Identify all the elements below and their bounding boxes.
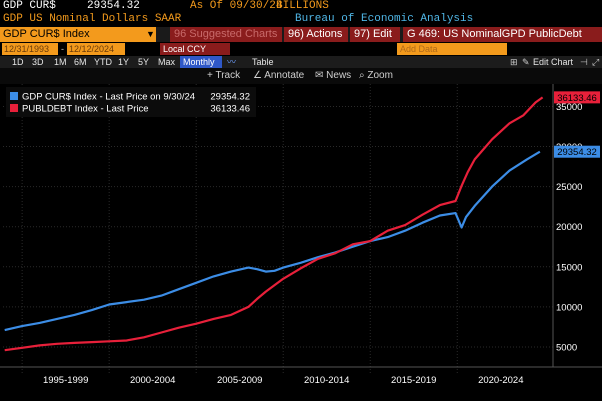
- frequency-select[interactable]: Monthly ▾: [180, 56, 222, 79]
- range-ytd[interactable]: YTD: [94, 57, 112, 67]
- actions-menu[interactable]: 96) Actions: [284, 27, 348, 42]
- y-tick-label: 10000: [556, 302, 582, 313]
- line-chart-icon[interactable]: 〰: [227, 57, 237, 67]
- last-price-box: [554, 91, 600, 104]
- news-icon: ✉: [315, 70, 324, 81]
- ticker-dropdown-icon[interactable]: ▼: [146, 27, 156, 42]
- range-max[interactable]: Max: [158, 57, 176, 67]
- annotate-label: Annotate: [264, 70, 305, 81]
- y-tick-label: 5000: [556, 342, 577, 353]
- range-3d[interactable]: 3D: [32, 57, 44, 67]
- ticker-input[interactable]: GDP CUR$ Index: [0, 27, 146, 42]
- chart-background: [0, 84, 602, 401]
- security-header: GDP CUR$ 29354.32 As Of 09/30/24 BILLION…: [0, 0, 602, 13]
- y-tick-label: 35000: [556, 102, 582, 113]
- last-value: 29354.32: [87, 0, 140, 12]
- annotation-toolbar: [0, 68, 602, 84]
- series-group: [4, 96, 544, 352]
- track-label: Track: [215, 70, 241, 81]
- legend-value-debt: 36133.46: [210, 104, 250, 115]
- x-tick-label: 1995-1999: [43, 375, 88, 386]
- last-price-label: 36133.46: [557, 93, 597, 104]
- series-line-debt: [4, 96, 544, 352]
- series-description: GDP US Nominal Dollars SAAR: [3, 13, 182, 25]
- edit-menu[interactable]: 97) Edit: [350, 27, 400, 42]
- range-row: [0, 56, 602, 68]
- annotate-icon: ∠: [253, 70, 262, 81]
- zoom-label: Zoom: [367, 70, 393, 81]
- chart-settings-icon[interactable]: ⊞: [510, 57, 518, 67]
- line-chart[interactable]: 5000100001500020000250003000035000 1995-…: [0, 84, 602, 401]
- description-header: GDP US Nominal Dollars SAAR Bureau of Ec…: [0, 13, 602, 26]
- source-label: Bureau of Economic Analysis: [295, 13, 474, 25]
- track-icon: +: [207, 70, 213, 81]
- legend: GDP CUR$ Index - Last Price on 9/30/24 2…: [6, 87, 256, 117]
- edit-chart-button[interactable]: Edit Chart: [533, 57, 574, 67]
- frequency-label: Monthly: [183, 57, 215, 67]
- pin-icon[interactable]: ⊣: [580, 57, 588, 67]
- as-of-date: As Of 09/30/24: [190, 0, 283, 12]
- fullscreen-icon[interactable]: ⤢: [592, 57, 600, 67]
- zoom-button[interactable]: ⌕ Zoom: [359, 69, 393, 82]
- y-tick-label: 25000: [556, 182, 582, 193]
- range-1d[interactable]: 1D: [12, 57, 24, 67]
- y-tick-label: 15000: [556, 262, 582, 273]
- chart-id-label: G 469: US NominalGPD PublicDebt: [403, 27, 602, 42]
- add-data-input[interactable]: Add Data: [397, 43, 507, 55]
- currency-select[interactable]: Local CCY: [160, 43, 230, 55]
- table-button[interactable]: Table: [252, 57, 274, 67]
- x-tick-label: 2000-2004: [130, 375, 175, 386]
- legend-swatch-gdp: [10, 92, 18, 100]
- last-price-label: 29354.32: [557, 147, 597, 158]
- news-button[interactable]: ✉ News: [315, 69, 351, 82]
- news-label: News: [326, 70, 352, 81]
- legend-swatch-debt: [10, 104, 18, 112]
- range-6m[interactable]: 6M: [74, 57, 87, 67]
- last-price-box: [554, 145, 600, 158]
- legend-label-debt: PUBLDEBT Index - Last Price: [22, 104, 149, 115]
- date-separator: -: [61, 44, 64, 54]
- end-date-field[interactable]: 12/12/2024: [67, 43, 125, 55]
- last-price-labels: 29354.32 36133.46: [554, 91, 600, 158]
- zoom-icon: ⌕: [359, 70, 365, 81]
- x-tick-label: 2020-2024: [478, 375, 523, 386]
- annotate-button[interactable]: ∠ Annotate: [253, 69, 304, 82]
- units-label: BILLIONS: [276, 0, 329, 12]
- legend-value-gdp: 29354.32: [210, 92, 250, 103]
- range-1m[interactable]: 1M: [54, 57, 67, 67]
- grid-lines: [3, 84, 553, 373]
- legend-label-gdp: GDP CUR$ Index - Last Price on 9/30/24: [22, 92, 195, 103]
- ticker-label: GDP CUR$: [3, 0, 56, 12]
- track-button[interactable]: + Track: [207, 69, 240, 82]
- range-1y[interactable]: 1Y: [118, 57, 130, 67]
- x-axis: 1995-1999 2000-2004 2005-2009 2010-2014 2015…: [0, 366, 602, 386]
- x-tick-label: 2010-2014: [304, 375, 349, 386]
- x-tick-label: 2015-2019: [391, 375, 436, 386]
- suggested-charts-button[interactable]: 96 Suggested Charts: [170, 27, 282, 42]
- range-5y[interactable]: 5Y: [138, 57, 150, 67]
- edit-icon[interactable]: ✎: [522, 57, 530, 67]
- series-line-gdp: [4, 150, 541, 332]
- x-tick-label: 2005-2009: [217, 375, 262, 386]
- y-tick-label: 20000: [556, 222, 582, 233]
- start-date-field[interactable]: 12/31/1993: [2, 43, 58, 55]
